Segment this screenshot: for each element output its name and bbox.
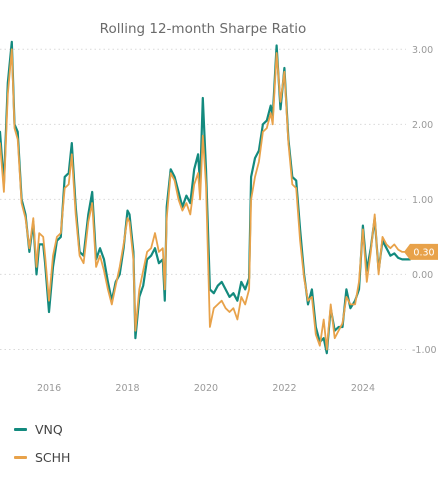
last-value-badge: [404, 243, 438, 260]
y-tick-label: 2.00: [412, 120, 433, 131]
y-tick-label: -1.00: [412, 345, 437, 356]
legend: VNQ SCHH: [14, 420, 70, 476]
series-line-vnq[interactable]: [0, 40, 412, 355]
legend-label-schh: SCHH: [35, 449, 71, 465]
legend-label-vnq: VNQ: [35, 421, 63, 437]
legend-item-schh[interactable]: SCHH: [14, 448, 70, 466]
x-tick-label: 2020: [194, 383, 218, 394]
x-tick-label: 2018: [115, 383, 139, 394]
x-tick-label: 2016: [37, 383, 61, 394]
y-tick-label: 1.00: [412, 195, 433, 206]
legend-item-vnq[interactable]: VNQ: [14, 420, 70, 438]
series-line-schh[interactable]: [0, 48, 411, 351]
y-tick-label: 0.00: [412, 270, 433, 281]
axis-layer: 3.00 2.00 1.00 0.00 -1.00 2016 2018 2020 2022 202…: [37, 45, 437, 394]
grid-layer: [0, 48, 406, 350]
chart-area: Rolling 12-month Sharpe Ratio 3.00 2.00 1.…: [0, 21, 438, 394]
last-value-tag: 0.30: [404, 243, 438, 260]
series-layer: [0, 40, 412, 355]
x-tick-label: 2024: [351, 383, 375, 394]
x-tick-label: 2022: [272, 383, 296, 394]
last-value-text: 0.30: [413, 247, 434, 258]
chart-title: Rolling 12-month Sharpe Ratio: [100, 21, 307, 37]
y-tick-label: 3.00: [412, 45, 433, 56]
legend-swatch-vnq: [14, 427, 27, 431]
legend-swatch-schh: [14, 455, 27, 459]
sharpe-ratio-chart: Rolling 12-month Sharpe Ratio 3.00 2.00 1.…: [0, 21, 438, 394]
